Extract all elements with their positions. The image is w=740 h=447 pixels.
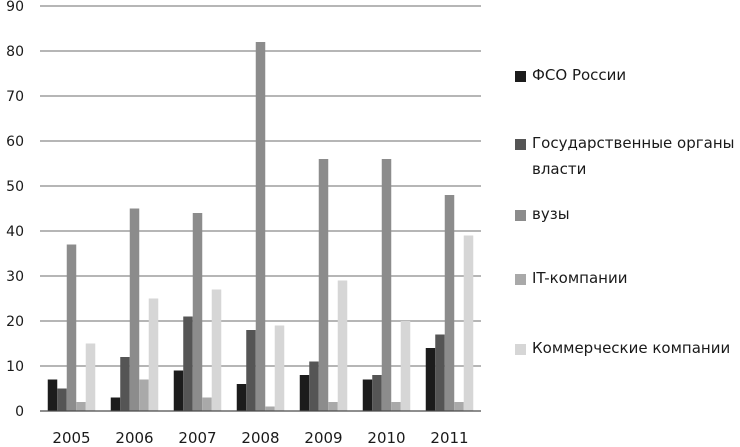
legend-swatch (515, 274, 526, 285)
bar (444, 195, 455, 411)
bar (183, 316, 193, 411)
legend-swatch (515, 344, 526, 355)
bar (120, 357, 130, 411)
bar (372, 375, 382, 411)
bar (211, 289, 222, 411)
bar (299, 375, 310, 411)
x-tick-label: 2007 (178, 429, 216, 447)
bar (328, 402, 338, 411)
legend-item: Коммерческие компании (515, 339, 740, 361)
bar (435, 334, 445, 411)
x-tick-label: 2005 (52, 429, 90, 447)
bar (309, 361, 319, 411)
bars (47, 42, 474, 411)
x-tick-label: 2010 (367, 429, 405, 447)
bar (391, 402, 401, 411)
bar (318, 159, 329, 411)
bar (173, 370, 184, 411)
legend-item: IT-компании (515, 269, 740, 291)
legend-label: ФСО России (532, 66, 627, 84)
y-tick-label: 90 (6, 0, 24, 15)
y-tick-label: 50 (6, 179, 24, 195)
x-tick-label: 2011 (430, 429, 468, 447)
legend-label: Коммерческие компании (532, 339, 731, 357)
y-tick-labels: 0 10 20 30 40 50 60 70 80 90 (6, 0, 24, 420)
y-tick-label: 70 (6, 89, 24, 105)
bar (192, 213, 203, 411)
x-tick-label: 2006 (115, 429, 153, 447)
legend-label: вузы (532, 205, 570, 223)
bar (139, 379, 149, 411)
legend-swatch (515, 71, 526, 82)
bar (463, 235, 474, 411)
bar (425, 348, 436, 411)
bar (246, 330, 256, 411)
bar (148, 298, 159, 411)
bar (381, 159, 392, 411)
bar (47, 379, 58, 411)
legend-label: Государственные органы власти (532, 134, 735, 178)
y-tick-label: 10 (6, 359, 24, 375)
x-tick-labels: 2005 2006 2007 2008 2009 2010 2011 (52, 429, 468, 447)
bar (255, 42, 266, 411)
bar (265, 406, 275, 411)
legend-item: ФСО России (515, 66, 740, 88)
legend-item: Государственные органы власти (515, 134, 740, 182)
legend-swatch (515, 139, 526, 150)
bar (57, 388, 67, 411)
bar (110, 397, 121, 411)
bar (66, 244, 77, 411)
y-tick-label: 0 (15, 404, 24, 420)
legend-swatch (515, 210, 526, 221)
bar (362, 379, 373, 411)
y-tick-label: 30 (6, 269, 24, 285)
bar (85, 343, 96, 411)
bar (400, 321, 411, 411)
bar (129, 208, 140, 411)
bar (454, 402, 464, 411)
legend-item: вузы (515, 205, 740, 227)
legend-label: IT-компании (532, 269, 628, 287)
x-tick-label: 2009 (304, 429, 342, 447)
bar (76, 402, 86, 411)
y-tick-label: 40 (6, 224, 24, 240)
y-tick-label: 80 (6, 44, 24, 60)
y-tick-label: 20 (6, 314, 24, 330)
bar (274, 325, 285, 411)
y-tick-label: 60 (6, 134, 24, 150)
bar (337, 280, 348, 411)
x-tick-label: 2008 (241, 429, 279, 447)
bar (236, 384, 247, 411)
bar (202, 397, 212, 411)
